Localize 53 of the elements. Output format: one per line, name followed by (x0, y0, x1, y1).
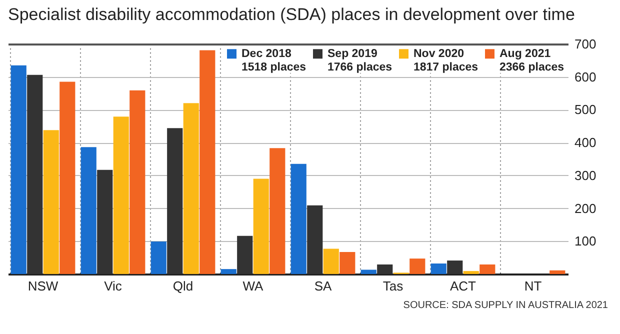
y-tick-label: 600 (574, 69, 596, 84)
x-tick-label: Tas (382, 278, 404, 294)
bar (430, 263, 446, 274)
y-tick-label: 200 (574, 200, 596, 216)
bar (200, 50, 216, 274)
x-tick-label: WA (242, 278, 264, 294)
bar (97, 170, 113, 274)
bar (340, 252, 356, 274)
bar (27, 74, 43, 274)
bar (130, 90, 146, 274)
bar (270, 148, 286, 274)
bar (307, 205, 323, 274)
bar (447, 260, 463, 274)
bar (10, 65, 26, 274)
bar (80, 147, 96, 274)
y-tick-label: 300 (574, 168, 596, 183)
legend-label: Sep 2019 (328, 48, 378, 60)
bar (550, 270, 566, 274)
x-tick-label: SA (314, 278, 332, 294)
bar (463, 271, 479, 274)
x-tick-label: NSW (28, 278, 59, 294)
bar (290, 164, 306, 274)
legend-label: Aug 2021 (500, 48, 552, 60)
x-tick-label: ACT (450, 278, 476, 294)
annotation: 1817 places (414, 61, 478, 74)
legend-label: Dec 2018 (242, 48, 292, 60)
bar (410, 258, 426, 274)
x-tick-label: Vic (104, 278, 122, 294)
bar (237, 236, 253, 274)
bar (480, 264, 496, 274)
bar (60, 82, 76, 274)
y-tick-label: 500 (574, 102, 596, 118)
annotation: 1766 places (328, 61, 392, 74)
bar (360, 270, 376, 274)
legend-label: Nov 2020 (414, 48, 464, 60)
bar (43, 130, 59, 274)
bar (167, 128, 183, 274)
y-tick-label: 400 (574, 135, 596, 150)
bar (150, 241, 166, 274)
source-note: SOURCE: SDA SUPPLY IN AUSTRALIA 2021 (403, 300, 608, 311)
chart-title: Specialist disability accommodation (SDA) places in development over time (8, 5, 575, 24)
bar (113, 116, 129, 274)
bar (377, 264, 393, 274)
bar (323, 248, 339, 274)
bar (220, 269, 236, 274)
bar (253, 178, 269, 274)
y-tick-label: 100 (574, 234, 596, 249)
x-tick-label: Qld (172, 278, 194, 294)
annotation: 2366 places (500, 61, 564, 74)
annotation: 1518 places (242, 61, 306, 74)
y-tick-label: 700 (574, 36, 596, 52)
x-tick-label: NT (524, 278, 542, 294)
bar (183, 103, 199, 274)
